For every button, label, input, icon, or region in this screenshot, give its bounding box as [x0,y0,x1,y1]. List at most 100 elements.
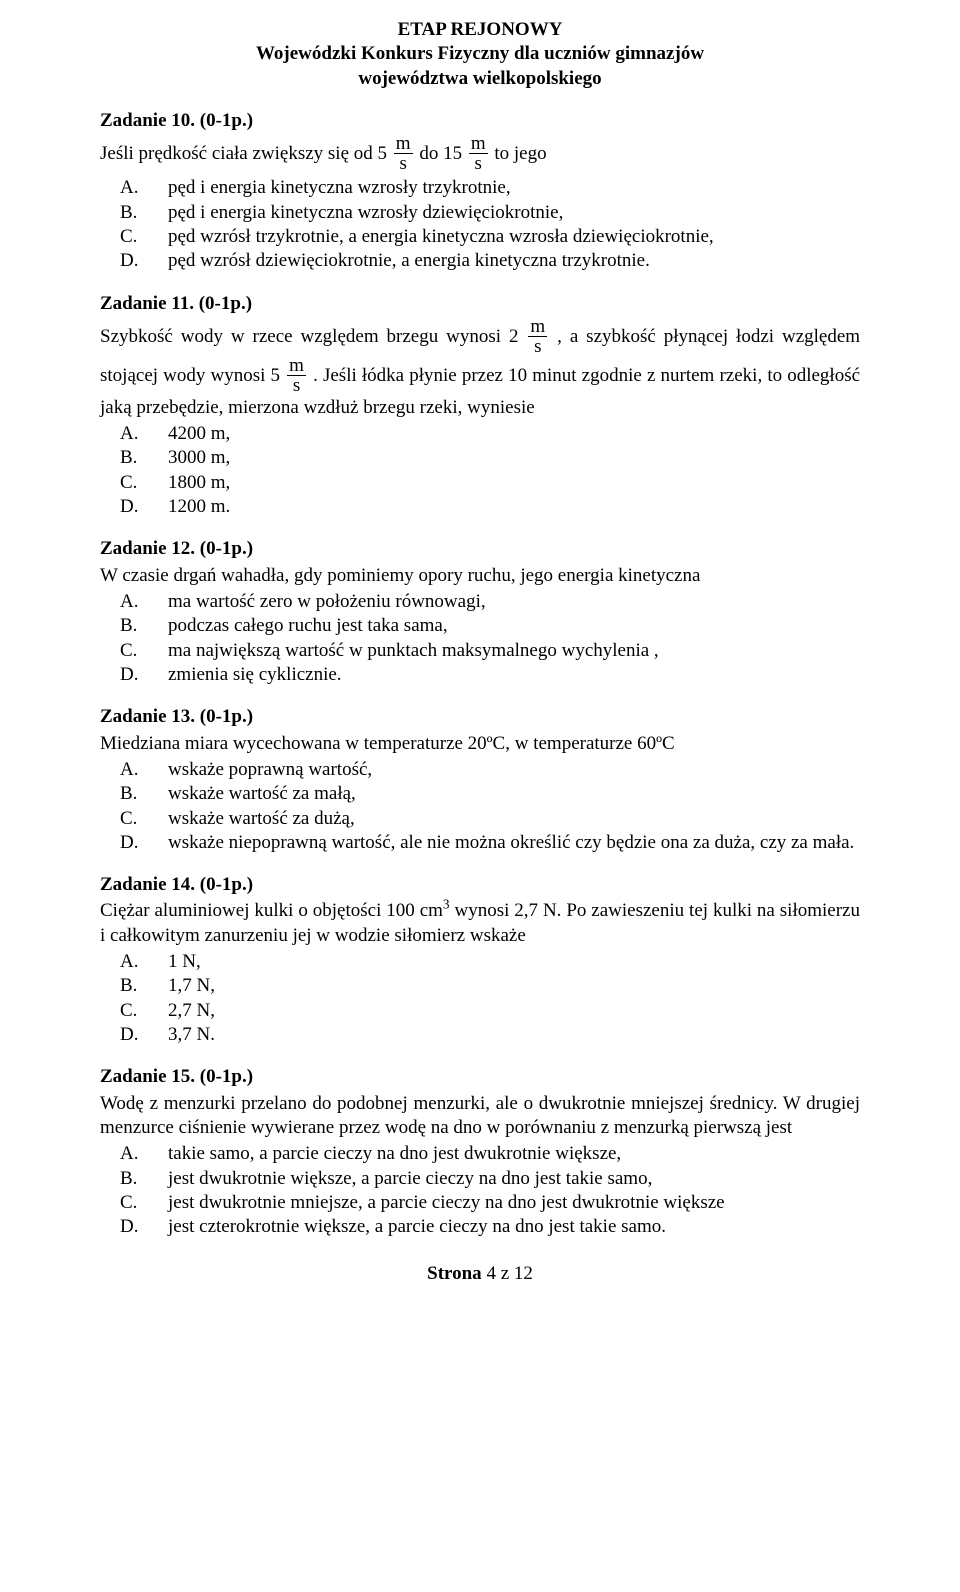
option-a: A.wskaże poprawną wartość, [144,758,860,782]
option-letter: A. [144,590,168,614]
task-14-stem-pre: Ciężar aluminiowej kulki o objętości 100… [100,900,443,921]
option-letter: C. [144,639,168,663]
option-text: 3,7 N. [168,1024,215,1045]
footer-suffix: z 12 [496,1263,533,1284]
option-text: pęd wzrósł trzykrotnie, a energia kinety… [168,226,714,247]
option-letter: A. [144,758,168,782]
header-line2: Wojewódzki Konkurs Fizyczny dla uczniów … [100,42,860,66]
header-line3: województwa wielkopolskiego [100,67,860,91]
task-10-mid2: to jego [494,143,546,164]
option-d: D.wskaże niepoprawną wartość, ale nie mo… [144,831,860,855]
frac-den: s [469,153,488,173]
frac-num: m [394,134,413,153]
option-a: A.4200 m, [144,422,860,446]
footer-prefix: Strona [427,1263,486,1284]
option-d: D.3,7 N. [144,1023,860,1047]
task-14-options: A.1 N, B.1,7 N, C.2,7 N, D.3,7 N. [100,950,860,1047]
footer-page: 4 [486,1263,496,1284]
option-c: C.ma największą wartość w punktach maksy… [144,639,860,663]
superscript-3: 3 [443,897,450,912]
task-12-title: Zadanie 12. (0-1p.) [100,537,860,561]
option-text: 1,7 N, [168,975,215,996]
option-text: 3000 m, [168,447,230,468]
option-letter: A. [144,1142,168,1166]
option-c: C.jest dwukrotnie mniejsze, a parcie cie… [144,1191,860,1215]
task-11-stem: Szybkość wody w rzece względem brzegu wy… [100,318,860,420]
option-text: wskaże wartość za małą, [168,783,356,804]
frac-den: s [394,153,413,173]
option-text: 1800 m, [168,472,230,493]
option-letter: B. [144,974,168,998]
task-11-stem2-post: . Jeśli łódka płynie przez 10 minut zgod… [313,365,714,386]
option-a: A.1 N, [144,950,860,974]
task-15-stem: Wodę z menzurki przelano do podobnej men… [100,1092,860,1141]
option-b: B.wskaże wartość za małą, [144,782,860,806]
option-text: pęd i energia kinetyczna wzrosły dziewię… [168,202,563,223]
task-15-options: A.takie samo, a parcie cieczy na dno jes… [100,1142,860,1239]
option-b: B.1,7 N, [144,974,860,998]
option-letter: D. [144,663,168,687]
fraction-m-s: m s [287,356,306,395]
option-letter: D. [144,249,168,273]
option-a: A.takie samo, a parcie cieczy na dno jes… [144,1142,860,1166]
option-c: C.1800 m, [144,471,860,495]
option-letter: C. [144,225,168,249]
option-b: B.pęd i energia kinetyczna wzrosły dziew… [144,201,860,225]
option-text: wskaże poprawną wartość, [168,759,372,780]
option-text: pęd wzrósł dziewięciokrotnie, a energia … [168,250,650,271]
fraction-m-s: m s [469,134,488,173]
task-11-stem1-post: , a szybkość płynącej łodzi [557,326,774,347]
fraction-m-s: m s [394,134,413,173]
option-letter: D. [144,1215,168,1239]
option-b: B.3000 m, [144,446,860,470]
option-text: wskaże wartość za dużą, [168,808,355,829]
task-12-options: A.ma wartość zero w położeniu równowagi,… [100,590,860,687]
option-text: 1200 m. [168,496,230,517]
task-10-mid1: do [419,143,443,164]
option-letter: C. [144,999,168,1023]
option-letter: A. [144,422,168,446]
task-11-options: A.4200 m, B.3000 m, C.1800 m, D.1200 m. [100,422,860,519]
task-11-stem1-pre: Szybkość wody w rzece względem brzegu wy… [100,326,509,347]
option-letter: A. [144,176,168,200]
option-letter: B. [144,614,168,638]
task-12-stem: W czasie drgań wahadła, gdy pominiemy op… [100,564,860,588]
option-letter: B. [144,446,168,470]
option-text: jest czterokrotnie większe, a parcie cie… [168,1216,666,1237]
option-text: wskaże niepoprawną wartość, ale nie możn… [168,832,854,853]
task-11-v1: 2 [509,326,519,347]
frac-num: m [528,317,547,336]
option-text: 1 N, [168,951,201,972]
option-letter: C. [144,807,168,831]
header-line1: ETAP REJONOWY [100,18,860,42]
task-11-v2: 5 [271,365,281,386]
option-b: B.jest dwukrotnie większe, a parcie ciec… [144,1167,860,1191]
frac-den: s [287,375,306,395]
option-text: jest dwukrotnie mniejsze, a parcie ciecz… [168,1192,725,1213]
option-text: 4200 m, [168,423,230,444]
option-text: zmienia się cyklicznie. [168,664,342,685]
option-d: D.1200 m. [144,495,860,519]
task-15-title: Zadanie 15. (0-1p.) [100,1065,860,1089]
option-text: ma największą wartość w punktach maksyma… [168,640,659,661]
option-c: C.pęd wzrósł trzykrotnie, a energia kine… [144,225,860,249]
task-10-title: Zadanie 10. (0-1p.) [100,109,860,133]
option-letter: D. [144,1023,168,1047]
task-10-stem-prefix: Jeśli prędkość ciała zwiększy się od [100,143,378,164]
option-text: ma wartość zero w położeniu równowagi, [168,591,486,612]
task-10-stem: Jeśli prędkość ciała zwiększy się od 5 m… [100,135,860,174]
task-13-title: Zadanie 13. (0-1p.) [100,705,860,729]
page-footer: Strona 4 z 12 [100,1262,860,1286]
option-a: A.ma wartość zero w położeniu równowagi, [144,590,860,614]
option-letter: B. [144,201,168,225]
task-14-stem: Ciężar aluminiowej kulki o objętości 100… [100,899,860,948]
option-text: podczas całego ruchu jest taka sama, [168,615,448,636]
option-letter: C. [144,471,168,495]
option-letter: C. [144,1191,168,1215]
option-letter: A. [144,950,168,974]
task-10-v2: 15 [443,143,462,164]
frac-den: s [528,336,547,356]
option-text: 2,7 N, [168,1000,215,1021]
option-text: takie samo, a parcie cieczy na dno jest … [168,1143,621,1164]
option-c: C.wskaże wartość za dużą, [144,807,860,831]
